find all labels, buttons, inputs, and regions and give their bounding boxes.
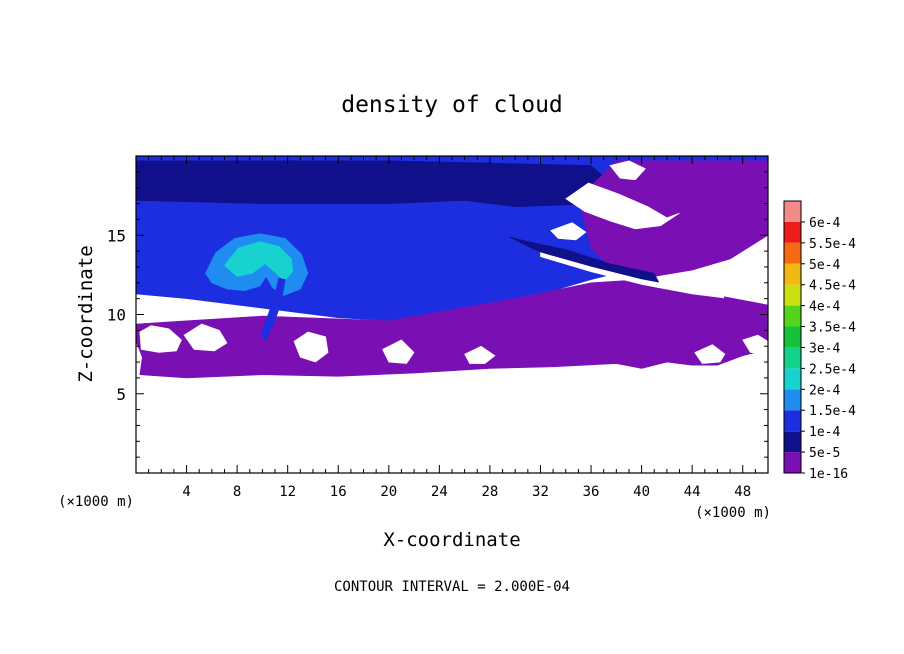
density-region-lower-cloud-band bbox=[135, 279, 769, 379]
colorbar-swatch bbox=[784, 452, 801, 473]
gap-upper-right bbox=[565, 182, 680, 230]
gap-shear-line bbox=[540, 252, 725, 299]
gap-center-left bbox=[293, 331, 329, 363]
colorbar-swatch bbox=[784, 201, 801, 222]
x-tick-label: 44 bbox=[684, 484, 701, 500]
plot-area bbox=[135, 155, 769, 474]
colorbar-label: 1e-16 bbox=[809, 467, 848, 482]
gap-upper-right-3 bbox=[550, 222, 587, 241]
x-axis-label: X-coordinate bbox=[383, 529, 520, 551]
colorbar-swatch bbox=[784, 305, 801, 327]
colorbar-swatch bbox=[784, 431, 801, 453]
colorbar-swatch bbox=[784, 284, 801, 306]
colorbar-swatch bbox=[784, 326, 801, 348]
y-axis: 5 10 15 bbox=[107, 171, 768, 458]
x-tick-label: 40 bbox=[633, 484, 650, 500]
gap-upper-right-2 bbox=[609, 160, 646, 181]
x-tick-label: 20 bbox=[380, 484, 397, 500]
x-axis: 4 8 12 16 20 24 28 32 36 40 44 48 bbox=[148, 156, 756, 500]
x-tick-label: 36 bbox=[583, 484, 600, 500]
colorbar-label: 4.5e-4 bbox=[809, 279, 856, 294]
chart-title: density of cloud bbox=[341, 92, 563, 118]
x-tick-label: 32 bbox=[532, 484, 549, 500]
colorbar-label: 1.5e-4 bbox=[809, 404, 856, 419]
colorbar-swatch bbox=[784, 242, 801, 264]
colorbar-label: 3e-4 bbox=[809, 341, 840, 356]
x-unit-left: (×1000 m) bbox=[58, 494, 134, 510]
x-tick-label: 24 bbox=[431, 484, 448, 500]
density-region-upper-cloud-deep-layer bbox=[135, 160, 617, 207]
colorbar-label: 1e-4 bbox=[809, 425, 840, 440]
density-regions bbox=[135, 155, 769, 379]
y-tick-label: 15 bbox=[107, 226, 126, 245]
colorbar-swatch bbox=[784, 410, 801, 432]
colorbar-label: 2.5e-4 bbox=[809, 362, 856, 377]
gap-left-mid bbox=[183, 323, 228, 352]
x-tick-label: 4 bbox=[182, 484, 190, 500]
x-tick-label: 28 bbox=[481, 484, 498, 500]
colorbar-label: 5e-4 bbox=[809, 258, 840, 273]
colorbar: 1e-16 5e-5 1e-4 1.5e-4 2e-4 2.5e-4 3e-4 3.5e-4 4… bbox=[783, 200, 856, 482]
y-tick-label: 10 bbox=[107, 306, 126, 325]
colorbar-label: 5e-5 bbox=[809, 446, 840, 461]
y-axis-label: Z-coordinate bbox=[75, 245, 97, 382]
gap-right-low bbox=[694, 344, 726, 364]
gap-mid bbox=[464, 345, 496, 364]
gap-center-right bbox=[382, 339, 415, 364]
colorbar-swatch bbox=[784, 263, 801, 285]
colorbar-swatch bbox=[784, 221, 801, 243]
x-tick-label: 8 bbox=[233, 484, 241, 500]
gap-left-low bbox=[139, 325, 182, 353]
colorbar-label: 5.5e-4 bbox=[809, 237, 856, 252]
colorbar-frame bbox=[783, 200, 802, 474]
x-tick-label: 16 bbox=[330, 484, 347, 500]
contour-interval-note: CONTOUR INTERVAL = 2.000E-04 bbox=[334, 579, 570, 595]
colorbar-swatch bbox=[784, 368, 801, 390]
colorbar-label: 6e-4 bbox=[809, 216, 840, 231]
colorbar-label: 4e-4 bbox=[809, 300, 840, 315]
density-region-anvil-core bbox=[224, 241, 294, 282]
x-unit-right: (×1000 m) bbox=[695, 505, 771, 521]
density-region-updraft-stem bbox=[260, 277, 286, 342]
y-tick-label: 5 bbox=[116, 385, 126, 404]
colorbar-label: 3.5e-4 bbox=[809, 321, 856, 336]
colorbar-label: 2e-4 bbox=[809, 383, 840, 398]
cloud-free-gaps bbox=[139, 160, 769, 364]
colorbar-swatch bbox=[784, 347, 801, 369]
x-tick-label: 48 bbox=[734, 484, 751, 500]
x-tick-label: 12 bbox=[279, 484, 296, 500]
colorbar-swatch bbox=[784, 389, 801, 411]
